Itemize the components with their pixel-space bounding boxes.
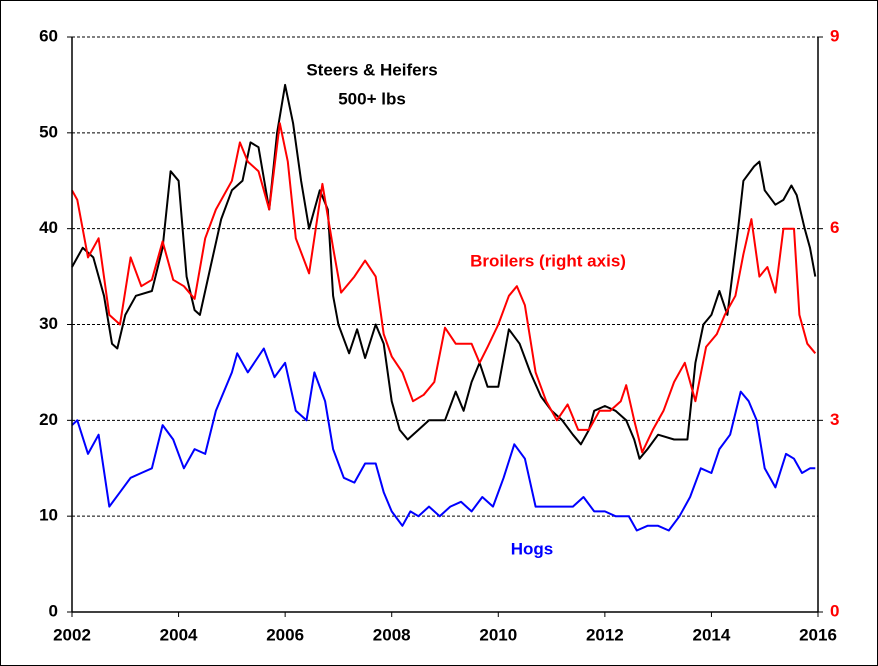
x-tick-label: 2002 bbox=[53, 625, 91, 644]
x-tick-label: 2016 bbox=[799, 625, 837, 644]
y2-tick-label: 0 bbox=[830, 601, 839, 620]
y2-tick-label: 9 bbox=[830, 26, 839, 45]
series-line bbox=[71, 83, 817, 460]
y-tick-label: 0 bbox=[49, 601, 58, 620]
x-tick-label: 2004 bbox=[160, 625, 198, 644]
series-line bbox=[71, 122, 817, 454]
annotation: Broilers (right axis) bbox=[470, 251, 626, 270]
x-tick-label: 2006 bbox=[266, 625, 304, 644]
y-tick-label: 10 bbox=[39, 506, 58, 525]
x-tick-label: 2010 bbox=[479, 625, 517, 644]
annotation: 500+ lbs bbox=[338, 89, 406, 108]
y-tick-label: 20 bbox=[39, 410, 58, 429]
y-tick-label: 40 bbox=[39, 218, 58, 237]
series-line bbox=[71, 347, 816, 532]
annotation: Hogs bbox=[511, 539, 554, 558]
annotation: Steers & Heifers bbox=[306, 60, 437, 79]
y-tick-label: 50 bbox=[39, 122, 58, 141]
x-tick-label: 2008 bbox=[373, 625, 411, 644]
y2-tick-label: 6 bbox=[830, 218, 839, 237]
y2-tick-label: 3 bbox=[830, 410, 839, 429]
y-tick-label: 30 bbox=[39, 314, 58, 333]
x-tick-label: 2012 bbox=[586, 625, 624, 644]
y-tick-label: 60 bbox=[39, 26, 58, 45]
x-tick-label: 2014 bbox=[693, 625, 731, 644]
